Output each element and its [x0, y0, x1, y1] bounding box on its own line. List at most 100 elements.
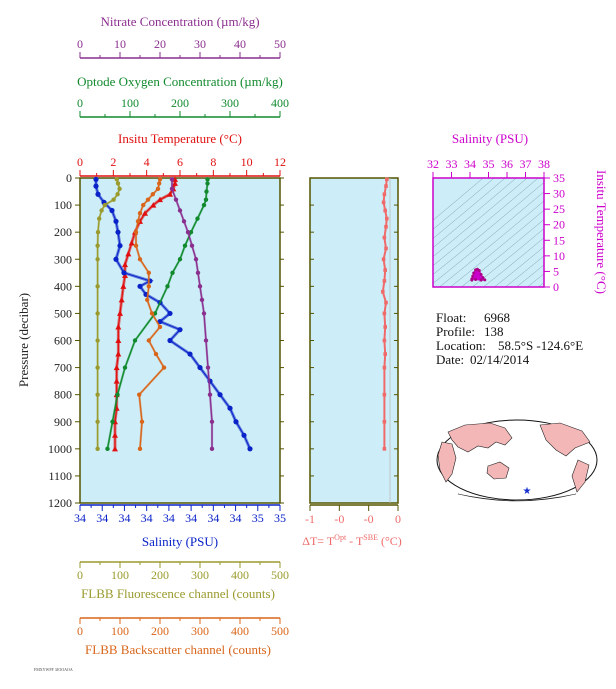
temperature-axis-tick-label: 0	[77, 155, 83, 169]
nitrate-axis-tick-label: 30	[194, 37, 206, 51]
backscatter-point	[146, 270, 151, 275]
temperature-point	[167, 191, 173, 197]
fluorescence-axis-title: FLBB Fluorescence channel (counts)	[81, 586, 275, 601]
pressure-axis-title: Pressure (decibar)	[16, 293, 31, 387]
temperature-point	[125, 250, 132, 257]
delta-t-series	[381, 177, 391, 503]
oxygen-point	[201, 202, 207, 208]
ts-density-contour	[433, 178, 539, 266]
delta-t-tick-label: 0	[395, 512, 401, 526]
ts-density-contour	[515, 264, 544, 287]
float-info: Float: 6968 Profile: 138 Location: 58.5°…	[436, 310, 583, 367]
salinity-point	[247, 446, 253, 452]
ts-density-contour	[433, 182, 544, 275]
backscatter-point	[137, 257, 143, 262]
salinity-axis-tick-label: 34	[141, 511, 153, 525]
backscatter-axis-tick-label: 0	[77, 624, 83, 638]
oxygen-axis-tick-label: 100	[121, 96, 139, 110]
nitrate-point	[193, 257, 199, 262]
pressure-tick-label: 0	[66, 171, 72, 185]
oxygen-point	[205, 181, 210, 186]
fluorescence-point	[117, 186, 122, 192]
backscatter-axis-tick-label: 100	[111, 624, 129, 638]
salinity-axis-tick-label: 35	[252, 511, 264, 525]
salinity-axis-tick-label: 34	[185, 511, 197, 525]
nitrate-point	[209, 419, 215, 424]
oxygen-point	[205, 177, 210, 182]
date-label: Date:	[436, 352, 464, 367]
nitrate-axis-tick-label: 40	[234, 37, 246, 51]
delta-t-point	[383, 268, 387, 272]
backscatter-axis-tick-label: 200	[151, 624, 169, 638]
oxygen-point	[165, 284, 170, 289]
ts-temperature-tick-label: 10	[553, 249, 565, 263]
temperature-point	[115, 351, 122, 357]
ts-temperature-tick-label: 15	[553, 233, 565, 247]
pressure-tick-label: 500	[54, 306, 72, 320]
salinity-point	[233, 419, 239, 425]
oxygen-point	[177, 257, 183, 262]
delta-t-point	[382, 311, 387, 316]
ts-point	[471, 274, 475, 278]
fluorescence-point	[99, 208, 104, 213]
backscatter-axis-tick-label: 400	[231, 624, 249, 638]
ts-density-contour	[504, 255, 544, 287]
temperature-point	[157, 196, 163, 203]
backscatter-point	[149, 311, 155, 316]
delta-t-axis: -1 -0 -0 0	[305, 177, 401, 526]
oxygen-point	[182, 243, 188, 248]
profile-value: 138	[484, 324, 504, 339]
oxygen-point	[110, 419, 115, 424]
fluorescence-point	[95, 311, 100, 316]
nitrate-axis-tick-label: 10	[114, 37, 126, 51]
ts-density-contour	[433, 178, 528, 257]
nitrate-axis: 0 10 20 30 40 50	[77, 37, 286, 59]
temperature-axis-tick-label: 2	[110, 155, 116, 169]
backscatter-axis-title: FLBB Backscatter channel (counts)	[85, 642, 271, 657]
backscatter-point	[133, 243, 139, 248]
pressure-tick-label: 100	[54, 198, 72, 212]
temperature-point	[122, 261, 128, 268]
float-location-marker: ★	[523, 486, 532, 497]
oxygen-axis-title: Optode Oxygen Concentration (µm/kg)	[77, 74, 283, 89]
backscatter-point	[141, 202, 146, 208]
map-africa	[437, 441, 457, 483]
pressure-tick-label: 1200	[48, 496, 72, 510]
fluorescence-axis-tick-label: 200	[151, 568, 169, 582]
map-south-america	[571, 459, 590, 493]
nitrate-point	[177, 208, 183, 213]
delta-t-tick-label: -0	[364, 512, 374, 526]
backscatter-point	[155, 186, 161, 192]
nitrate-point	[205, 365, 211, 370]
fluorescence-point	[95, 243, 100, 248]
temperature-point	[112, 432, 118, 438]
footer-code: FMXYWFF 3JOOAOA	[34, 667, 73, 672]
salinity-axis-tick-label: 34	[230, 511, 242, 525]
oxygen-point	[105, 446, 110, 452]
salinity-point	[241, 432, 247, 438]
ts-point	[483, 278, 487, 282]
pressure-tick-label: 200	[54, 225, 72, 239]
salinity-axis-tick-label: 34	[96, 511, 108, 525]
fluorescence-axis-tick-label: 300	[191, 568, 209, 582]
fluorescence-point	[102, 202, 108, 208]
pressure-axis: 0 100 200 300 400 500 600 700 800 900 1000 1100 1200	[48, 171, 284, 510]
delta-t-point	[384, 300, 388, 305]
nitrate-point	[199, 297, 205, 303]
location-value: 58.5°S -124.6°E	[498, 338, 583, 353]
temperature-point	[113, 378, 120, 384]
fluorescence-axis-tick-label: 500	[271, 568, 289, 582]
salinity-axis-tick-label: 34	[74, 511, 86, 525]
ts-density-contour	[433, 178, 506, 239]
ts-temperature-tick-label: 30	[553, 187, 565, 201]
delta-t-point	[383, 325, 387, 329]
ts-point	[479, 278, 483, 282]
salinity-axis-tick-label: 35	[274, 511, 286, 525]
temperature-point	[115, 337, 122, 343]
ts-density-contour	[449, 209, 544, 287]
nitrate-axis-tick-label: 0	[77, 37, 83, 51]
temperature-point	[117, 310, 123, 316]
oxygen-point	[122, 365, 128, 370]
ts-density-contour	[526, 273, 544, 287]
